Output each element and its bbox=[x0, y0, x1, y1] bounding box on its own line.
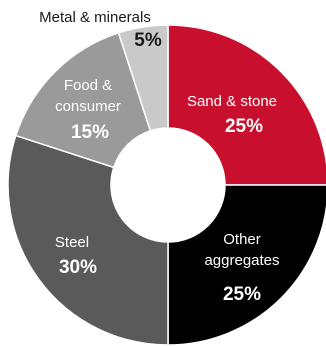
chart-labels: Sand & stone 25% Other aggregates 25% Steel 30… bbox=[39, 9, 279, 305]
slice-4 bbox=[117, 24, 169, 132]
slice-value-2: 30% bbox=[59, 257, 97, 278]
slice-label-4: Metal & minerals bbox=[39, 9, 151, 26]
slice-label-0: Sand & stone bbox=[187, 93, 277, 110]
slice-label-3: consumer bbox=[55, 98, 121, 115]
slice-value-4: 5% bbox=[134, 30, 162, 51]
slice-1 bbox=[167, 184, 326, 346]
slice-value-1: 25% bbox=[223, 284, 261, 305]
slice-label-2: Steel bbox=[55, 234, 89, 251]
slice-3 bbox=[14, 31, 152, 169]
slice-value-0: 25% bbox=[225, 116, 263, 137]
slice-value-3: 15% bbox=[71, 122, 109, 143]
chart-slices bbox=[7, 24, 326, 346]
slice-label-1: aggregates bbox=[204, 252, 279, 269]
slice-2 bbox=[7, 134, 169, 346]
slice-label-1: Other bbox=[223, 231, 261, 248]
slice-label-3: Food & bbox=[64, 77, 112, 94]
